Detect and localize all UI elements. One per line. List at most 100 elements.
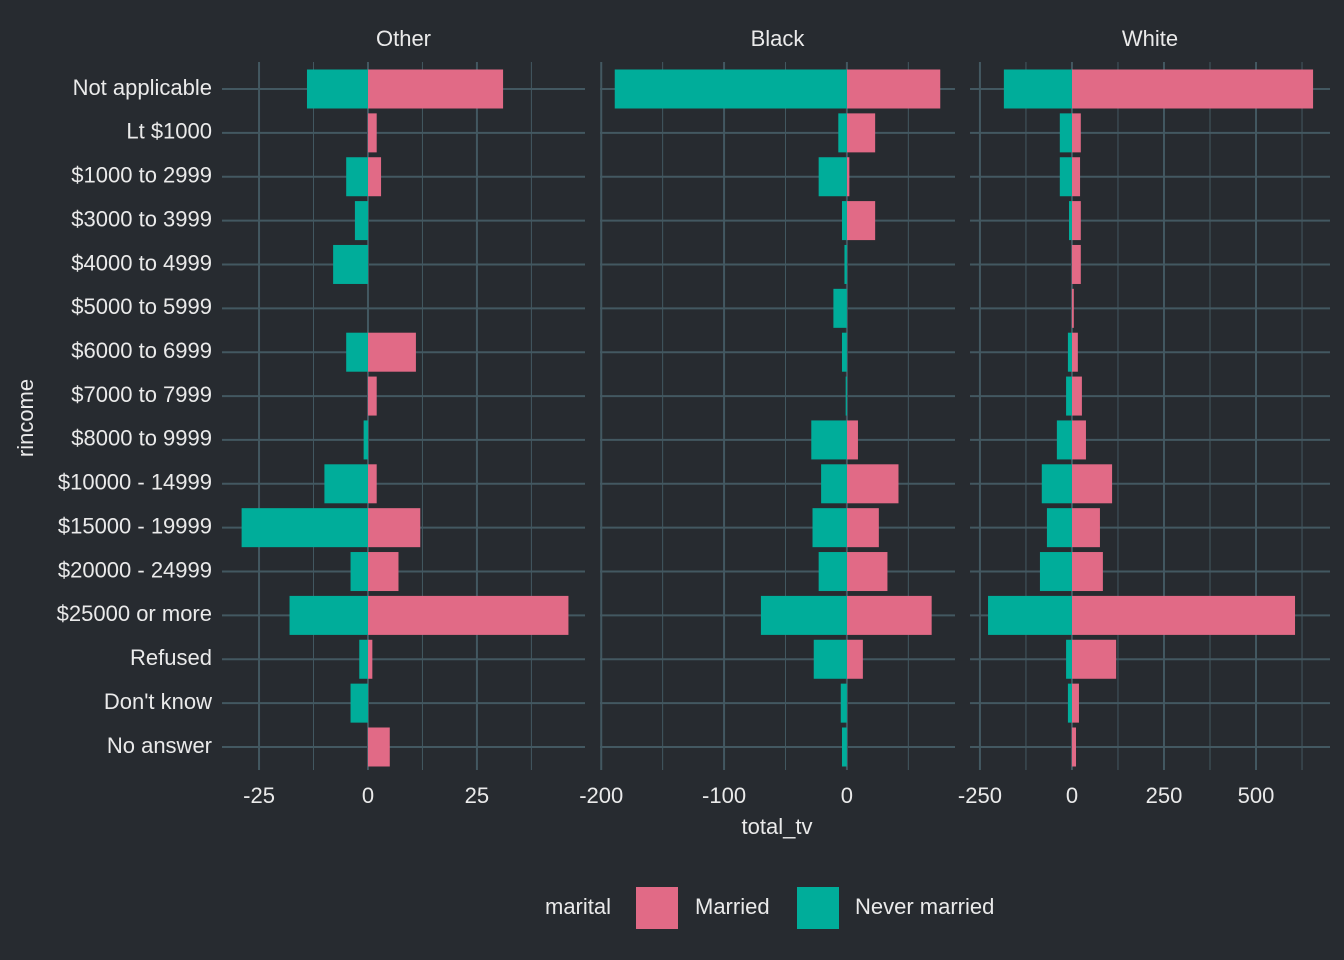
bar — [811, 420, 847, 460]
x-tick-label: -250 — [958, 783, 1002, 808]
bar — [818, 552, 847, 592]
bar — [1066, 639, 1072, 679]
bar — [846, 113, 876, 153]
y-tick-label: $1000 to 2999 — [71, 163, 212, 188]
bar — [1071, 113, 1081, 153]
bar — [841, 727, 847, 767]
bar — [1041, 464, 1072, 504]
bar — [1071, 288, 1074, 328]
y-tick-label: Not applicable — [73, 75, 212, 100]
bar — [812, 508, 847, 548]
bar — [346, 157, 368, 197]
bar — [821, 464, 847, 504]
bar — [350, 683, 368, 723]
x-tick-label: 250 — [1146, 783, 1183, 808]
bar — [367, 639, 373, 679]
bar — [350, 552, 368, 592]
bar — [818, 157, 847, 197]
bar — [1046, 508, 1072, 548]
y-tick-label: $5000 to 5999 — [71, 294, 212, 319]
bar — [846, 639, 863, 679]
bar — [1071, 376, 1082, 416]
bar — [841, 332, 847, 372]
y-tick-label: $20000 - 24999 — [58, 557, 212, 582]
y-tick-label: $8000 to 9999 — [71, 426, 212, 451]
bar — [1059, 157, 1072, 197]
bar — [1071, 201, 1081, 241]
x-tick-label: -200 — [579, 783, 623, 808]
y-axis-title: rincome — [13, 379, 38, 457]
x-tick-label: -25 — [243, 783, 275, 808]
bar — [346, 332, 368, 372]
bar — [367, 69, 504, 109]
bar — [1071, 244, 1081, 284]
bar — [1071, 69, 1314, 109]
y-tick-label: $25000 or more — [57, 601, 212, 626]
x-tick-label: 0 — [1066, 783, 1078, 808]
y-tick-label: Lt $1000 — [126, 119, 212, 144]
bar — [1071, 420, 1086, 460]
bar — [846, 552, 888, 592]
bar — [1071, 157, 1081, 197]
bar — [1067, 332, 1072, 372]
bar — [846, 595, 932, 635]
bar — [833, 288, 847, 328]
legend-label: Never married — [855, 894, 994, 919]
bar — [359, 639, 368, 679]
bar — [289, 595, 368, 635]
bar — [846, 420, 858, 460]
facet-title: Other — [376, 26, 431, 51]
legend-label: Married — [695, 894, 770, 919]
facet-title: Black — [751, 26, 806, 51]
bar — [1071, 332, 1078, 372]
bar — [846, 201, 876, 241]
bar — [988, 595, 1072, 635]
x-tick-label: 0 — [841, 783, 853, 808]
x-tick-label: 25 — [465, 783, 489, 808]
y-tick-label: No answer — [107, 733, 212, 758]
facet-title: White — [1122, 26, 1178, 51]
bar — [1069, 201, 1072, 241]
legend-title: marital — [545, 894, 611, 919]
bar — [367, 464, 377, 504]
bar — [813, 639, 847, 679]
bar — [760, 595, 847, 635]
y-tick-label: $3000 to 3999 — [71, 206, 212, 231]
bar — [367, 376, 377, 416]
y-tick-label: $6000 to 6999 — [71, 338, 212, 363]
bar — [1071, 683, 1079, 723]
bar — [324, 464, 368, 504]
y-tick-label: Don't know — [104, 689, 212, 714]
bar — [1067, 683, 1072, 723]
bar — [367, 332, 416, 372]
bar — [840, 683, 847, 723]
bar — [1071, 508, 1100, 548]
bar — [844, 244, 847, 284]
bar — [1071, 727, 1077, 767]
y-tick-label: $7000 to 7999 — [71, 382, 212, 407]
bar — [846, 508, 879, 548]
bar — [363, 420, 368, 460]
bar — [1056, 420, 1072, 460]
bar — [614, 69, 847, 109]
bar — [333, 244, 368, 284]
bar — [846, 69, 941, 109]
bar — [846, 157, 850, 197]
bar — [1059, 113, 1072, 153]
y-tick-label: $15000 - 19999 — [58, 513, 212, 538]
x-axis-title: total_tv — [742, 814, 813, 839]
bar — [367, 595, 569, 635]
bar — [846, 464, 899, 504]
bar — [1066, 376, 1072, 416]
bar — [367, 508, 421, 548]
x-tick-label: 0 — [362, 783, 374, 808]
bar — [1039, 552, 1072, 592]
y-tick-label: Refused — [130, 645, 212, 670]
legend-swatch — [636, 887, 678, 929]
bar — [1071, 639, 1117, 679]
bar — [1071, 595, 1296, 635]
x-tick-label: 500 — [1238, 783, 1275, 808]
y-tick-label: $4000 to 4999 — [71, 250, 212, 275]
bar — [367, 113, 377, 153]
